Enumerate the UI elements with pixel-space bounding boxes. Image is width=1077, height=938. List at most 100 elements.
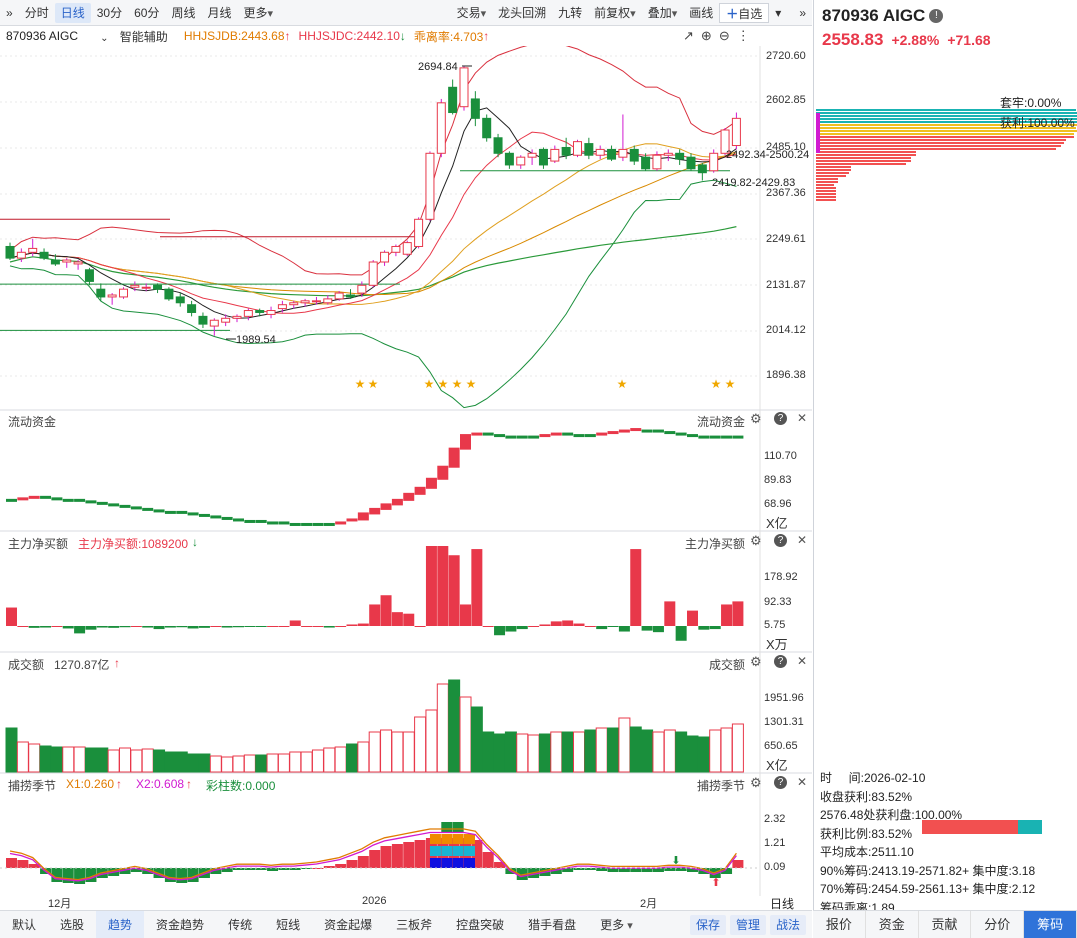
help-icon[interactable]: ? — [774, 655, 787, 668]
season-bar — [471, 840, 483, 868]
close-icon[interactable]: ✕ — [797, 411, 808, 425]
sidebar-tab-1[interactable]: 资金 — [865, 911, 919, 938]
bottom-tab-5[interactable]: 短线 — [264, 911, 312, 938]
bottom-tab-6[interactable]: 资金起爆 — [312, 911, 384, 938]
timeframe-tab-2[interactable]: 30分 — [91, 3, 128, 23]
main-force-bar — [528, 626, 540, 627]
arrow-up-icon: ↑ — [114, 656, 120, 670]
candle-body — [209, 319, 219, 327]
main-force-bar — [425, 546, 437, 626]
candle-body — [164, 288, 174, 300]
zoom-out-icon[interactable]: ⊖ — [718, 28, 730, 43]
timeframe-tab-3[interactable]: 60分 — [128, 3, 165, 23]
gear-icon[interactable]: ⚙ — [750, 775, 762, 790]
toolbar-right-tab-4[interactable]: 叠加▾ — [642, 3, 684, 23]
bottom-tab-bar: 默认 选股 趋势 资金趋势 传统 短线 资金起爆 三板斧 控盘突破 猎手看盘 更多 ▾ 保存 管理 战法 — [0, 910, 812, 938]
season-color-block — [452, 822, 464, 832]
help-icon[interactable]: ? — [774, 412, 787, 425]
expand-icon[interactable]: » — [6, 5, 13, 20]
candle-body — [720, 129, 730, 154]
gear-icon[interactable]: ⚙ — [750, 654, 762, 669]
timeframe-tab-6[interactable]: 更多▾ — [237, 3, 279, 23]
bottom-tab-label: 默认 — [12, 917, 37, 932]
flow-bar — [176, 510, 188, 514]
timeframe-tab-1[interactable]: 日线 — [54, 2, 91, 23]
sidebar-tab-0[interactable]: 报价 — [813, 911, 866, 938]
volume-bar — [289, 751, 302, 773]
stat-row-0: 收盘获利:83.52% — [820, 789, 913, 804]
volume-bar — [595, 727, 608, 773]
toolbar-right-tab-1[interactable]: 龙头回溯 — [492, 3, 552, 23]
volume-bar — [482, 731, 495, 773]
toolbar-right-tab-2[interactable]: 九转 — [552, 3, 588, 23]
price-chart[interactable]: 2694.84 1989.54 2492.34-2500.24 2419.82-242… — [0, 46, 812, 910]
add-watch-button[interactable]: ＋自选 — [719, 2, 770, 23]
volume-bar — [652, 731, 665, 773]
timeframe-tab-4[interactable]: 周线 — [165, 3, 201, 23]
bottom-button-2[interactable]: 战法 — [769, 914, 806, 935]
main-force-bar — [369, 604, 381, 626]
share-icon[interactable]: ↗ — [683, 28, 694, 43]
toolbar-right-tab-5[interactable]: 画线 — [683, 3, 719, 23]
flow-bar — [28, 495, 40, 499]
bottom-button-1[interactable]: 管理 — [729, 914, 766, 935]
season-bar — [62, 868, 74, 883]
volume-bar — [107, 749, 120, 773]
gear-icon[interactable]: ⚙ — [750, 411, 762, 426]
season-bar — [573, 868, 585, 870]
close-icon[interactable]: ✕ — [797, 533, 808, 547]
assist-toggle[interactable]: ⌄ 智能辅助 — [100, 28, 176, 45]
bottom-tab-4[interactable]: 传统 — [216, 911, 264, 938]
toolbar-right-tab-3[interactable]: 前复权▾ — [588, 3, 642, 23]
bottom-tab-1[interactable]: 选股 — [48, 911, 96, 938]
bottom-tab-8[interactable]: 控盘突破 — [444, 911, 516, 938]
chip-stats: 时 间:2026-02-10 收盘获利:83.52% 2576.48处获利盘:10… — [820, 769, 1035, 917]
gear-icon[interactable]: ⚙ — [750, 533, 762, 548]
chip-bar — [816, 151, 916, 153]
season-bar — [233, 868, 244, 870]
bottom-tab-7[interactable]: 三板斧 — [384, 911, 444, 938]
flow-bar — [289, 522, 301, 526]
sidebar-tab-4[interactable]: 筹码 — [1024, 911, 1077, 938]
candle-body — [255, 310, 265, 313]
bottom-tab-label: 短线 — [276, 917, 301, 932]
bottom-tab-9[interactable]: 猎手看盘 — [516, 911, 588, 938]
season-bar — [267, 868, 279, 871]
more-icon[interactable]: ⋮ — [736, 28, 750, 43]
candle-body — [39, 251, 49, 259]
timeframe-tab-0[interactable]: 分时 — [19, 3, 55, 23]
lower-band-line — [9, 179, 737, 409]
watch-dropdown-icon[interactable]: ▾ — [775, 5, 782, 20]
flow-bar — [709, 435, 721, 439]
bottom-tab-0[interactable]: 默认 — [0, 911, 48, 938]
season-bar — [516, 868, 528, 880]
volume-bar — [277, 753, 290, 773]
chevron-down-icon: ▾ — [671, 7, 678, 20]
bottom-tab-2[interactable]: 趋势 — [96, 910, 145, 938]
zoom-in-icon[interactable]: ⊕ — [700, 28, 712, 43]
info-icon[interactable]: ! — [929, 9, 944, 23]
bottom-tab-3[interactable]: 资金趋势 — [144, 911, 216, 938]
close-icon[interactable]: ✕ — [797, 654, 808, 668]
sidebar-tab-3[interactable]: 分价 — [971, 911, 1025, 938]
sidebar-tab-2[interactable]: 贡献 — [918, 911, 972, 938]
season-x2: X2:0.608 — [136, 777, 185, 791]
flow-unit-label: X亿 — [766, 516, 788, 531]
bottom-tab-10[interactable]: 更多 ▾ — [588, 911, 645, 938]
timeframe-tab-5[interactable]: 月线 — [201, 3, 237, 23]
help-icon[interactable]: ? — [774, 776, 787, 789]
season-bar — [74, 868, 86, 884]
volume-bar — [709, 729, 722, 773]
candle-body — [709, 152, 719, 172]
close-icon[interactable]: ✕ — [797, 775, 808, 789]
collapse-panel-icon[interactable]: » — [799, 5, 806, 20]
season-bar — [6, 858, 17, 868]
main-force-bar — [460, 604, 471, 626]
bottom-tab-label: 三板斧 — [396, 917, 433, 932]
season-bar — [323, 866, 335, 868]
candle-body — [595, 148, 605, 156]
bottom-button-0[interactable]: 保存 — [689, 914, 726, 935]
toolbar-right-tab-0[interactable]: 交易▾ — [451, 3, 493, 23]
help-icon[interactable]: ? — [774, 534, 787, 547]
candle-body — [516, 156, 526, 166]
